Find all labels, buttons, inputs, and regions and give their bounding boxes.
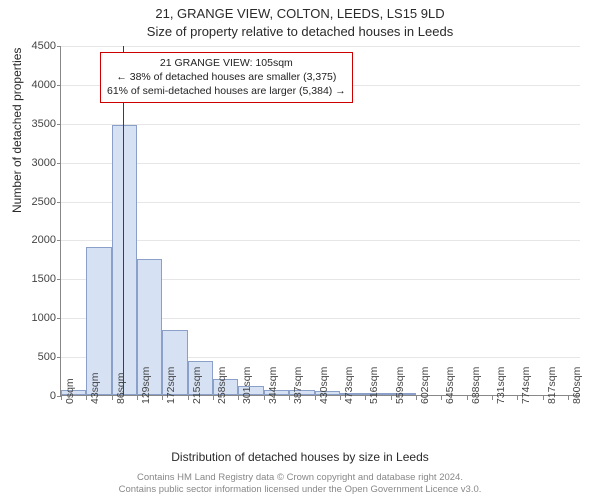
xtick-label: 516sqm (368, 367, 380, 404)
gridline-h (61, 240, 580, 241)
xtick-label: 473sqm (343, 367, 355, 404)
ytick-mark (57, 163, 61, 164)
xtick-mark (365, 396, 366, 400)
annotation-box: 21 GRANGE VIEW: 105sqm ← 38% of detached… (100, 52, 353, 103)
xtick-label: 430sqm (318, 367, 330, 404)
x-axis-label: Distribution of detached houses by size … (0, 450, 600, 464)
gridline-h (61, 46, 580, 47)
xtick-label: 602sqm (419, 367, 431, 404)
annotation-line2: ← 38% of detached houses are smaller (3,… (107, 70, 346, 84)
annotation-line1: 21 GRANGE VIEW: 105sqm (107, 56, 346, 70)
ytick-label: 1000 (6, 312, 56, 324)
xtick-label: 172sqm (165, 367, 177, 404)
xtick-mark (264, 396, 265, 400)
xtick-mark (416, 396, 417, 400)
xtick-mark (467, 396, 468, 400)
xtick-mark (391, 396, 392, 400)
footer-line2: Contains public sector information licen… (0, 484, 600, 496)
xtick-mark (517, 396, 518, 400)
annotation-line3: 61% of semi-detached houses are larger (… (107, 84, 346, 98)
xtick-label: 731sqm (495, 367, 507, 404)
gridline-h (61, 124, 580, 125)
xtick-label: 301sqm (241, 367, 253, 404)
xtick-label: 258sqm (216, 367, 228, 404)
chart-title-line1: 21, GRANGE VIEW, COLTON, LEEDS, LS15 9LD (0, 6, 600, 21)
ytick-label: 0 (6, 390, 56, 402)
xtick-mark (61, 396, 62, 400)
gridline-h (61, 163, 580, 164)
footer-line1: Contains HM Land Registry data © Crown c… (0, 472, 600, 484)
ytick-label: 3500 (6, 118, 56, 130)
chart-container: 21, GRANGE VIEW, COLTON, LEEDS, LS15 9LD… (0, 0, 600, 500)
xtick-mark (568, 396, 569, 400)
xtick-mark (137, 396, 138, 400)
footer-attribution: Contains HM Land Registry data © Crown c… (0, 472, 600, 496)
y-axis-label: Number of detached properties (10, 48, 24, 213)
ytick-label: 3000 (6, 157, 56, 169)
ytick-mark (57, 202, 61, 203)
xtick-mark (492, 396, 493, 400)
xtick-label: 344sqm (267, 367, 279, 404)
xtick-label: 0sqm (64, 378, 76, 404)
xtick-mark (238, 396, 239, 400)
xtick-label: 43sqm (89, 372, 101, 404)
ytick-label: 2500 (6, 196, 56, 208)
ytick-label: 4500 (6, 40, 56, 52)
xtick-label: 817sqm (546, 367, 558, 404)
chart-title-line2: Size of property relative to detached ho… (0, 24, 600, 39)
histogram-bar (112, 125, 137, 395)
xtick-mark (543, 396, 544, 400)
xtick-label: 860sqm (571, 367, 583, 404)
xtick-mark (86, 396, 87, 400)
xtick-mark (340, 396, 341, 400)
xtick-label: 688sqm (470, 367, 482, 404)
xtick-mark (188, 396, 189, 400)
ytick-mark (57, 279, 61, 280)
ytick-label: 4000 (6, 79, 56, 91)
xtick-mark (441, 396, 442, 400)
xtick-mark (213, 396, 214, 400)
ytick-mark (57, 357, 61, 358)
xtick-label: 129sqm (140, 367, 152, 404)
ytick-label: 2000 (6, 234, 56, 246)
ytick-mark (57, 85, 61, 86)
xtick-label: 645sqm (444, 367, 456, 404)
gridline-h (61, 202, 580, 203)
ytick-mark (57, 318, 61, 319)
ytick-label: 1500 (6, 273, 56, 285)
xtick-label: 215sqm (191, 367, 203, 404)
xtick-label: 774sqm (520, 367, 532, 404)
xtick-mark (112, 396, 113, 400)
ytick-mark (57, 124, 61, 125)
ytick-label: 500 (6, 351, 56, 363)
xtick-label: 86sqm (115, 372, 127, 404)
xtick-label: 387sqm (292, 367, 304, 404)
xtick-mark (315, 396, 316, 400)
xtick-label: 559sqm (394, 367, 406, 404)
xtick-mark (289, 396, 290, 400)
ytick-mark (57, 240, 61, 241)
ytick-mark (57, 46, 61, 47)
xtick-mark (162, 396, 163, 400)
